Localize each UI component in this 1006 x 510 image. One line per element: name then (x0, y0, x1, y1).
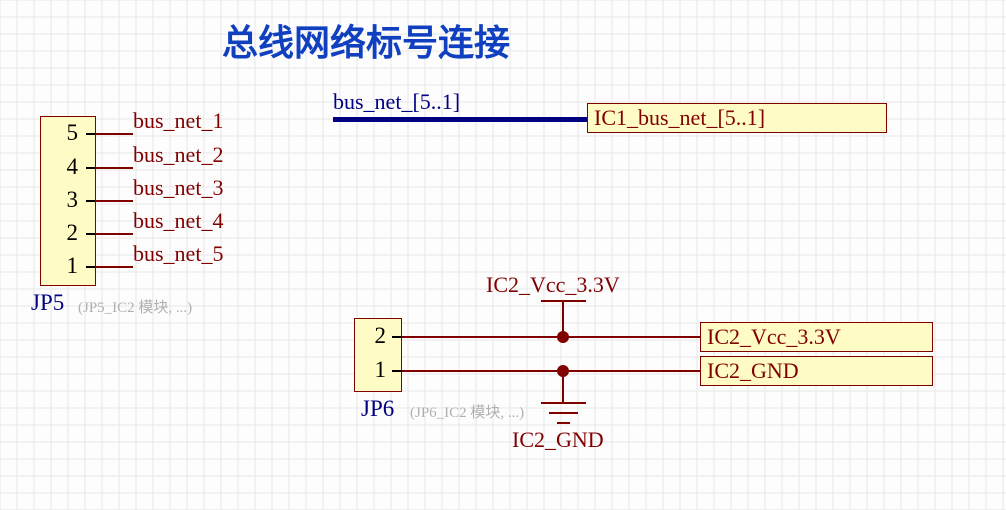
pin-tick (392, 370, 402, 372)
net-label: bus_net_4 (133, 208, 223, 234)
jp6-subtext: (JP6_IC2 模块, ...) (410, 401, 524, 422)
bus-wire (333, 117, 588, 122)
pin-number: 1 (48, 253, 78, 279)
pin-number: 5 (48, 120, 78, 146)
wire (95, 233, 133, 235)
bus-net-label: bus_net_[5..1] (333, 89, 460, 115)
wire (402, 336, 700, 338)
designator-jp5: JP5 (31, 290, 64, 316)
pin-number: 4 (48, 154, 78, 180)
net-label: bus_net_3 (133, 175, 223, 201)
net-label: bus_net_2 (133, 142, 223, 168)
wire (95, 167, 133, 169)
junction-icon (557, 331, 569, 343)
pin-number: 2 (362, 323, 386, 349)
pin-number: 2 (48, 220, 78, 246)
wire (95, 133, 133, 135)
gnd-bar (549, 412, 578, 414)
pin-number: 1 (362, 357, 386, 383)
bus-port: IC1_bus_net_[5..1] (587, 103, 887, 133)
pin-number: 3 (48, 187, 78, 213)
net-label: bus_net_5 (133, 241, 223, 267)
port-box: IC2_Vcc_3.3V (700, 322, 933, 352)
designator-jp6: JP6 (361, 396, 394, 422)
diagram-title: 总线网络标号连接 (222, 14, 510, 66)
pin-tick (392, 336, 402, 338)
gnd-bar (557, 422, 570, 424)
jp5-subtext: (JP5_IC2 模块, ...) (78, 296, 192, 317)
port-box: IC2_GND (700, 356, 933, 386)
wire (95, 266, 133, 268)
power-gnd-label: IC2_GND (512, 427, 604, 453)
wire (95, 200, 133, 202)
power-vcc-label: IC2_Vcc_3.3V (486, 272, 620, 298)
junction-icon (557, 365, 569, 377)
gnd-bar (541, 402, 586, 404)
wire (402, 370, 700, 372)
net-label: bus_net_1 (133, 108, 223, 134)
